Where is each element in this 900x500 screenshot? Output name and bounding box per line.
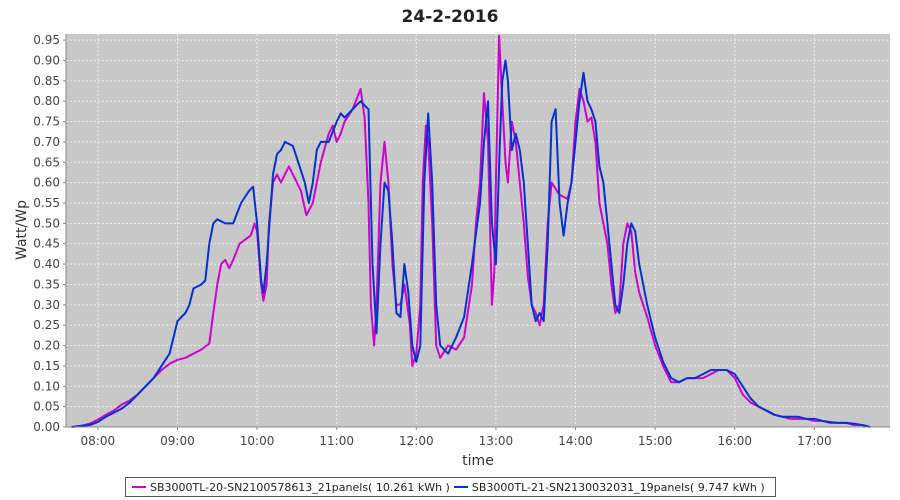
y-tick-label: 0.25 [33,318,60,332]
plot-area [66,34,890,427]
y-tick-label: 0.35 [33,277,60,291]
y-tick-label: 0.90 [33,53,60,67]
y-tick-label: 0.85 [33,74,60,88]
series-line-2 [71,59,871,428]
x-tick-label: 09:00 [160,434,195,448]
grid-lines [66,34,890,427]
y-tick-label: 0.60 [33,176,60,190]
x-tick-label: 10:00 [240,434,275,448]
legend-label-series-2: SB3000TL-21-SN2130032031_19panels( 9.747… [471,480,765,494]
y-tick-label: 0.10 [33,379,60,393]
x-tick-label: 13:00 [479,434,514,448]
x-tick-label: 11:00 [319,434,354,448]
y-tick-label: 0.20 [33,339,60,353]
x-tick-label: 12:00 [399,434,434,448]
x-axis-ticks: 08:00 09:00 10:00 11:00 12:00 13:00 14:00 15:00… [81,427,832,448]
y-tick-label: 0.05 [33,400,60,414]
y-tick-label: 0.00 [33,420,60,434]
y-tick-label: 0.70 [33,135,60,149]
y-tick-label: 0.75 [33,115,60,129]
legend: SB3000TL-20-SN2100578613_21panels( 10.26… [125,477,776,497]
series-line-1 [71,35,871,428]
y-tick-label: 0.65 [33,155,60,169]
legend-swatch-series-2 [453,486,468,488]
x-axis-label: time [462,453,494,469]
x-tick-label: 16:00 [717,434,752,448]
y-tick-label: 0.30 [33,298,60,312]
y-tick-label: 0.50 [33,216,60,230]
y-tick-label: 0.40 [33,257,60,271]
legend-label-series-1: SB3000TL-20-SN2100578613_21panels( 10.26… [150,480,450,494]
x-tick-label: 08:00 [81,434,116,448]
legend-swatch-series-1 [132,486,146,488]
y-axis-ticks: 0.00 0.05 0.10 0.15 0.20 0.25 0.30 0.35 0.40 0.45… [33,33,66,434]
y-tick-label: 0.95 [33,33,60,47]
y-tick-label: 0.15 [33,359,60,373]
x-tick-label: 14:00 [558,434,593,448]
x-tick-label: 17:00 [797,434,832,448]
legend-item-series-2: SB3000TL-21-SN2130032031_19panels( 9.747… [453,480,765,494]
chart-title: 24-2-2016 [402,7,499,27]
y-tick-label: 0.80 [33,94,60,108]
y-axis-label: Watt/Wp [14,200,30,260]
y-tick-label: 0.45 [33,237,60,251]
y-tick-label: 0.55 [33,196,60,210]
x-tick-label: 15:00 [638,434,673,448]
legend-item-series-1: SB3000TL-20-SN2100578613_21panels( 10.26… [132,481,450,494]
series-lines [71,35,871,428]
